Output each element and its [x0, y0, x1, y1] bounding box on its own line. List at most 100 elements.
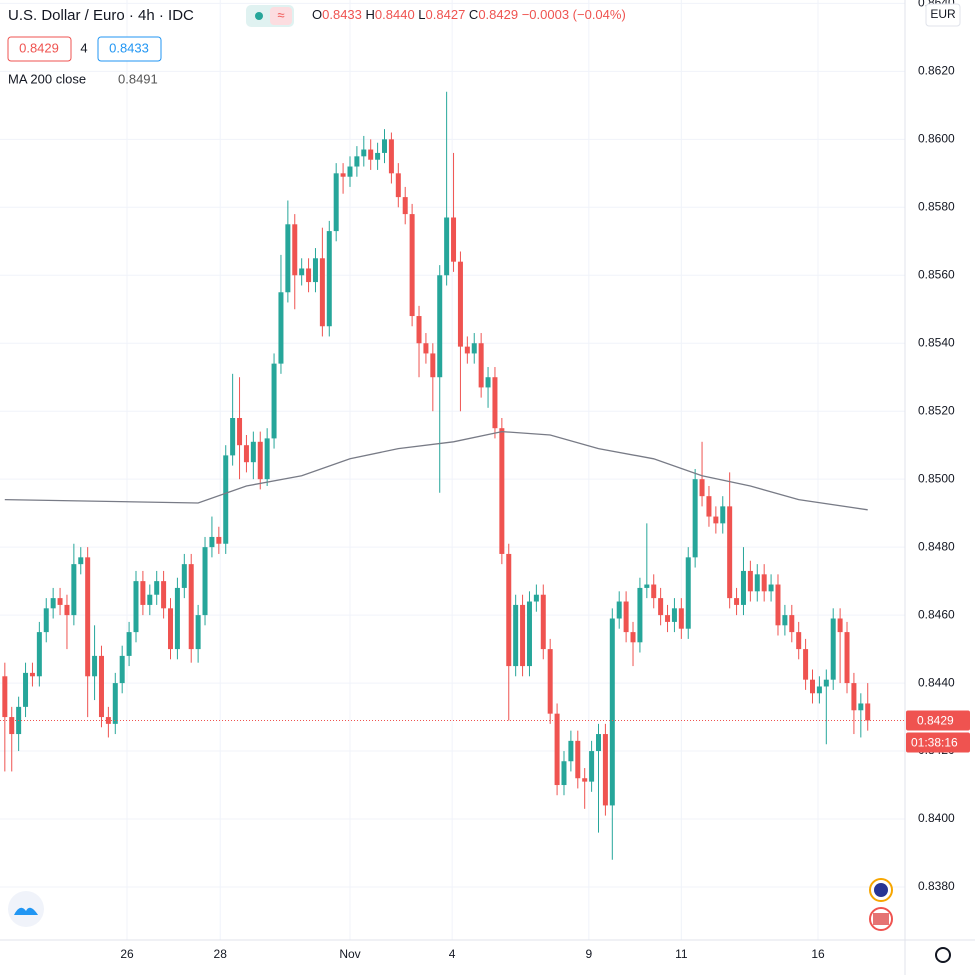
candle-body: [9, 717, 15, 735]
y-tick-label: 0.8560: [918, 267, 955, 281]
ask-price: 0.8433: [109, 40, 149, 55]
logo: [14, 907, 38, 915]
candle-body: [119, 655, 125, 684]
candle-body: [278, 292, 284, 364]
candle-body: [230, 418, 236, 456]
x-tick-label: Nov: [339, 947, 360, 961]
candle-body: [492, 377, 498, 429]
candle-body: [375, 152, 381, 160]
ask-box[interactable]: [97, 36, 162, 62]
candle-body: [423, 343, 429, 354]
candle-body: [326, 231, 332, 327]
candle-body: [92, 655, 98, 677]
candle-body: [368, 149, 374, 160]
x-tick-label: 26: [120, 947, 134, 961]
candle-body: [161, 581, 167, 609]
logo-bg[interactable]: [8, 891, 44, 927]
ohlc-legend: O0.8433 H0.8440 L0.8427 C0.8429 −0.0003 …: [312, 7, 626, 22]
y-tick-label: 0.8520: [918, 403, 955, 417]
candle-body: [485, 377, 491, 388]
us-flag: [873, 913, 889, 925]
candle-body: [823, 679, 829, 687]
x-tick-label: 28: [214, 947, 228, 961]
candle-body: [237, 418, 243, 446]
candle-body: [361, 149, 367, 157]
x-tick-label: 4: [449, 947, 456, 961]
candle-body: [36, 632, 42, 677]
candle-body: [444, 217, 450, 276]
candle-body: [126, 632, 132, 656]
settings-icon[interactable]: [935, 947, 951, 963]
candle-body: [789, 615, 795, 633]
candle-body: [285, 224, 291, 293]
y-tick-label: 0.8540: [918, 335, 955, 349]
ohlc-part: −0.0003 (−0.04%): [522, 7, 626, 22]
candle-body: [209, 536, 215, 548]
candle-body: [740, 570, 746, 605]
candle-body: [292, 224, 298, 276]
y-tick-label: 0.8580: [918, 199, 955, 213]
candle-body: [147, 594, 153, 605]
candle-body: [271, 363, 277, 439]
candle-body: [437, 275, 443, 378]
candle-body: [71, 564, 77, 616]
y-tick-label: 0.8400: [918, 811, 955, 825]
candle-body: [651, 584, 657, 599]
candle-body: [644, 584, 650, 588]
candle-body: [851, 683, 857, 711]
ohlc-part: 0.8433: [322, 7, 362, 22]
candle-body: [243, 445, 249, 463]
candle-body: [464, 346, 470, 354]
candle-body: [561, 761, 567, 786]
candle-body: [609, 618, 615, 806]
candle-body: [306, 268, 312, 283]
y-tick-label: 0.8620: [918, 64, 955, 78]
x-tick-label: 11: [675, 947, 688, 961]
y-tick-label: 0.8500: [918, 471, 955, 485]
candle-body: [796, 632, 802, 650]
candle-body: [264, 438, 270, 480]
candle-body: [312, 258, 318, 283]
candle-body: [347, 166, 353, 177]
candle-body: [513, 604, 519, 667]
candle-body: [471, 343, 477, 354]
ohlc-part: O: [312, 7, 322, 22]
candle-body: [50, 598, 56, 609]
replay-icon: ≈: [277, 7, 284, 22]
candle-body: [202, 547, 208, 616]
candle-body: [520, 604, 526, 667]
candle-body: [775, 584, 781, 626]
candle-body: [589, 751, 595, 782]
replay-badge: [270, 7, 292, 25]
candle-body: [430, 353, 436, 378]
candle-body: [547, 649, 553, 714]
last-price-box: [906, 710, 970, 731]
candle-body: [188, 564, 194, 650]
candle-body: [582, 778, 588, 782]
candle-body: [720, 506, 726, 524]
candle-body: [678, 608, 684, 629]
candle-body: [747, 570, 753, 592]
eu-flag: [874, 883, 888, 897]
candle-body: [181, 564, 187, 588]
candle-body: [333, 173, 339, 232]
candle-body: [699, 479, 705, 497]
currency-box[interactable]: [925, 3, 961, 27]
candle-body: [816, 686, 822, 694]
candle-body: [809, 679, 815, 694]
candle-body: [540, 594, 546, 650]
candle-body: [133, 581, 139, 633]
y-tick-label: 0.8480: [918, 539, 955, 553]
header: U.S. Dollar / Euro · 4h · IDC ≈ O0.8433 …: [7, 5, 626, 86]
candle-body: [382, 139, 388, 153]
status-dot: [255, 12, 263, 20]
candle-body: [706, 496, 712, 517]
y-tick-label: 0.8380: [918, 879, 955, 893]
candle-body: [112, 683, 118, 724]
candle-body: [457, 261, 463, 347]
candle-body: [630, 632, 636, 643]
candle-body: [395, 173, 401, 198]
candle-body: [803, 649, 809, 680]
bid-box[interactable]: [7, 36, 72, 62]
